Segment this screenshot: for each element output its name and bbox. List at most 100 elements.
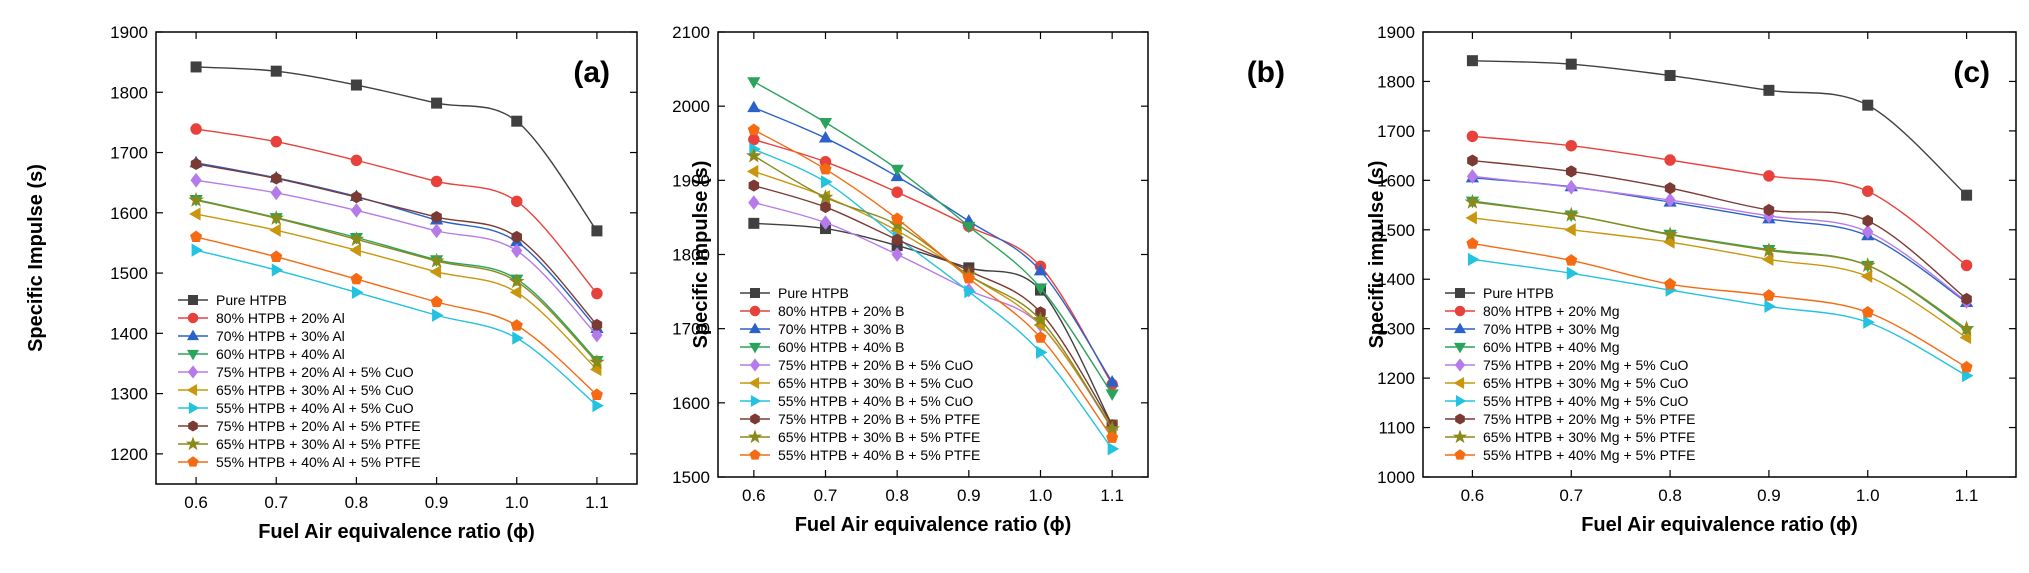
legend-label: 80% HTPB + 20% Al xyxy=(216,310,345,326)
y-tick-label: 1400 xyxy=(1377,270,1415,289)
data-point xyxy=(748,217,760,229)
data-point xyxy=(350,272,363,285)
x-tick-label: 0.6 xyxy=(184,493,208,512)
data-point xyxy=(1466,55,1478,67)
data-point xyxy=(270,172,282,185)
series-6 xyxy=(1465,211,1972,345)
data-point xyxy=(1664,192,1676,208)
x-tick-label: 0.6 xyxy=(742,486,766,505)
data-point xyxy=(964,284,976,299)
legend-label: 65% HTPB + 30% B + 5% PTFE xyxy=(778,429,980,445)
data-point xyxy=(1960,259,1973,272)
legend-label: 65% HTPB + 30% Al + 5% PTFE xyxy=(216,436,421,452)
data-point xyxy=(510,319,523,331)
x-tick-label: 0.7 xyxy=(1559,486,1583,505)
data-point xyxy=(817,189,834,205)
legend-marker xyxy=(749,358,761,372)
data-point xyxy=(1958,320,1975,336)
data-point xyxy=(1032,311,1049,327)
data-point xyxy=(350,79,362,91)
legend-label: 65% HTPB + 30% Mg + 5% PTFE xyxy=(1483,429,1695,445)
legend-label: 70% HTPB + 30% B xyxy=(778,321,904,337)
legend: Pure HTPB 80% HTPB + 20% Al 70% HTPB + 30%… xyxy=(178,292,421,470)
data-point xyxy=(1565,179,1577,195)
legend-label: 75% HTPB + 20% Al + 5% PTFE xyxy=(216,418,421,434)
y-tick-label: 1600 xyxy=(1377,171,1415,190)
y-tick-label: 1100 xyxy=(1378,419,1415,438)
data-point xyxy=(431,210,442,224)
data-point xyxy=(1106,431,1119,443)
data-point xyxy=(348,231,365,246)
legend-marker xyxy=(1453,342,1467,354)
series-2 xyxy=(190,123,603,300)
data-point xyxy=(1105,389,1119,401)
x-tick-label: 1.1 xyxy=(1100,486,1124,505)
x-tick-label: 1.0 xyxy=(1029,486,1053,505)
data-point xyxy=(270,185,282,201)
y-tick-label: 1600 xyxy=(110,204,148,223)
data-point xyxy=(1959,330,1972,345)
data-point xyxy=(430,295,443,308)
legend-label: 65% HTPB + 30% Mg + 5% CuO xyxy=(1483,375,1689,391)
data-point xyxy=(191,243,204,257)
y-tick-label: 1700 xyxy=(1377,122,1415,141)
series-1 xyxy=(1466,55,1973,201)
data-point xyxy=(351,285,364,299)
legend-label: Pure HTPB xyxy=(1483,285,1554,301)
data-point xyxy=(268,209,285,225)
data-point xyxy=(270,135,282,148)
series-5 xyxy=(190,172,603,343)
panel-1: 1200 1300 1400 1500 1600 1700 1800 1900 0.6 0.7 0.… xyxy=(25,23,638,543)
legend-label: 70% HTPB + 30% Al xyxy=(216,328,345,344)
legend-label: Pure HTPB xyxy=(216,292,287,308)
data-point xyxy=(1762,289,1775,301)
x-tick-label: 0.8 xyxy=(345,493,369,512)
series-1 xyxy=(190,61,603,237)
plot-frame xyxy=(1422,31,2017,478)
data-point xyxy=(746,164,759,179)
legend-label: 55% HTPB + 40% B + 5% CuO xyxy=(778,393,973,409)
data-point xyxy=(1862,185,1874,197)
data-point xyxy=(1467,252,1480,267)
data-point xyxy=(1465,211,1477,225)
data-point xyxy=(820,200,831,214)
data-point xyxy=(508,273,525,289)
panel-3: 1000 1100 1200 1300 1400 1500 1600 1700 1800 1900… xyxy=(1366,23,2017,536)
plot-frame xyxy=(155,31,638,485)
y-tick-label: 1900 xyxy=(110,23,148,42)
data-point xyxy=(891,212,904,225)
data-point xyxy=(747,123,760,136)
legend-label: 65% HTPB + 30% Al + 5% CuO xyxy=(216,382,414,398)
legend-label: 75% HTPB + 20% Al + 5% CuO xyxy=(216,364,414,380)
data-point xyxy=(891,233,903,246)
data-point xyxy=(1960,360,1973,373)
data-point xyxy=(818,131,833,143)
data-point xyxy=(432,308,444,322)
panel-label: (c) xyxy=(1953,56,1990,89)
legend-marker xyxy=(750,288,760,298)
data-point xyxy=(591,327,603,343)
data-point xyxy=(1862,224,1874,240)
y-tick-label: 1900 xyxy=(1377,23,1415,42)
data-point xyxy=(269,223,281,237)
legend-label: 75% HTPB + 20% B + 5% CuO xyxy=(778,357,973,373)
data-point xyxy=(818,117,833,130)
data-point xyxy=(511,115,523,127)
legend-marker xyxy=(750,413,760,425)
data-point xyxy=(591,225,603,237)
y-tick-label: 1200 xyxy=(1377,369,1415,388)
y-axis-label: Specific impulse (s) xyxy=(1366,161,1388,349)
legend-marker xyxy=(188,295,198,305)
data-point xyxy=(592,399,604,413)
data-point xyxy=(1105,375,1119,387)
x-tick-label: 0.7 xyxy=(264,493,288,512)
y-tick-label: 1300 xyxy=(110,385,148,404)
legend-marker xyxy=(748,322,762,334)
series-9 xyxy=(188,191,605,369)
data-point xyxy=(270,65,282,77)
legend-label: 55% HTPB + 40% Al + 5% PTFE xyxy=(216,454,421,470)
legend: Pure HTPB 80% HTPB + 20% B 70% HTPB + 30% … xyxy=(740,285,980,463)
data-point xyxy=(1466,237,1479,249)
data-point xyxy=(1860,269,1873,283)
